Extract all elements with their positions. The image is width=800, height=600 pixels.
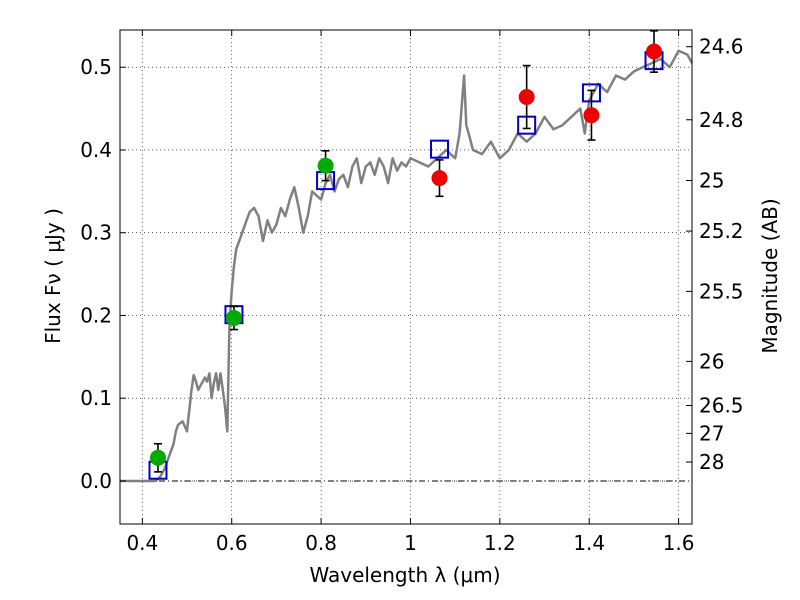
- y-tick-label: 0.3: [80, 221, 112, 245]
- grid-lines: [120, 30, 692, 524]
- magnitude-tick-label: 26: [699, 349, 724, 373]
- axis-ticks: [120, 30, 692, 524]
- x-axis-title: Wavelength λ (μm): [309, 563, 500, 587]
- y-tick-label: 0.2: [80, 303, 112, 327]
- y-axis-title: Flux Fν ( μJy ): [41, 208, 65, 344]
- x-tick-label: 0.4: [126, 531, 158, 555]
- magnitude-tick-label: 26.5: [699, 394, 744, 418]
- model-flux-square: [430, 139, 450, 159]
- nir-photometry-point: [518, 89, 535, 106]
- x-tick-label: 0.6: [216, 531, 248, 555]
- magnitude-tick-label: 24.8: [699, 108, 744, 132]
- model-sed-line: [120, 49, 694, 483]
- optical-photometry-point: [149, 449, 166, 466]
- x-tick-label: 1.2: [484, 531, 516, 555]
- optical-photometry-point: [317, 157, 334, 174]
- magnitude-tick-label: 28: [699, 450, 724, 474]
- nir-photometry-point: [431, 170, 448, 187]
- plot-frame: [119, 29, 693, 525]
- x-tick-label: 1: [404, 531, 417, 555]
- y-tick-label: 0.1: [80, 386, 112, 410]
- magnitude-tick-label: 25.2: [699, 219, 744, 243]
- magnitude-tick-label: 24.6: [699, 35, 744, 59]
- magnitude-tick-label: 25.5: [699, 279, 744, 303]
- y-tick-label: 0.0: [80, 469, 112, 493]
- y-tick-label: 0.5: [80, 55, 112, 79]
- x-tick-label: 0.8: [305, 531, 337, 555]
- x-tick-labels: 0.4 0.6 0.8 1 1.2 1.4 1.6: [126, 531, 694, 555]
- nir-photometry-point: [583, 107, 600, 124]
- nir-photometry-point: [646, 43, 663, 60]
- optical-photometry-point: [225, 309, 242, 326]
- x-tick-label: 1.6: [663, 531, 695, 555]
- magnitude-tick-labels: 24.6 24.8 25 25.2 25.5 26 26.5 27 28: [699, 35, 744, 474]
- magnitude-tick-label: 27: [699, 421, 724, 445]
- y-tick-label: 0.4: [80, 138, 112, 162]
- x-tick-label: 1.4: [573, 531, 605, 555]
- model-sed-layer: [120, 49, 694, 483]
- magnitude-axis-title: Magnitude (AB): [758, 198, 782, 353]
- magnitude-tick-label: 25: [699, 169, 724, 193]
- y-tick-labels: 0.0 0.1 0.2 0.3 0.4 0.5: [80, 55, 112, 493]
- photometry-layer: [149, 43, 663, 466]
